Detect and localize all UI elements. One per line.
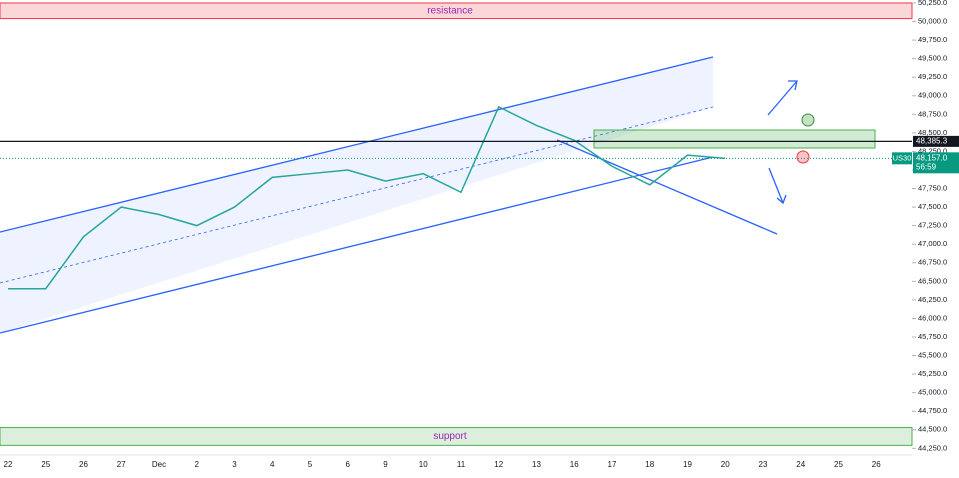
y-tick-label: 45,250.0 xyxy=(918,369,947,378)
x-tick-label: 18 xyxy=(645,460,654,469)
sell-marker xyxy=(796,150,810,164)
y-tick-label: 44,250.0 xyxy=(918,443,947,452)
x-tick-label: 22 xyxy=(4,460,13,469)
x-tick-label: 26 xyxy=(872,460,881,469)
x-tick-label: 24 xyxy=(796,460,805,469)
y-tick-label: 47,250.0 xyxy=(918,221,947,230)
y-tick-label: 46,750.0 xyxy=(918,258,947,267)
y-tick-label: 44,750.0 xyxy=(918,406,947,415)
x-tick-label: 17 xyxy=(608,460,617,469)
price-zone xyxy=(0,2,913,20)
x-tick-label: 25 xyxy=(834,460,843,469)
buy-marker xyxy=(801,113,815,127)
drawings xyxy=(0,56,876,334)
zone-box xyxy=(593,129,876,149)
y-tick-label: 49,750.0 xyxy=(918,35,947,44)
level-label: 48,385.3 xyxy=(916,136,948,145)
x-tick-label: 12 xyxy=(494,460,503,469)
y-tick-label: 45,750.0 xyxy=(918,332,947,341)
x-tick-label: 26 xyxy=(79,460,88,469)
y-tick-label: 47,750.0 xyxy=(918,184,947,193)
x-tick-label: 16 xyxy=(570,460,579,469)
trend-line xyxy=(556,139,778,235)
price-label: 48,157.0 xyxy=(916,153,948,162)
x-tick-label: 3 xyxy=(232,460,237,469)
y-tick-label: 47,500.0 xyxy=(918,202,947,211)
level-tag xyxy=(913,135,959,147)
price-zone xyxy=(0,427,913,446)
y-tick-label: 50,250.0 xyxy=(918,0,947,7)
arrow-up xyxy=(767,80,798,116)
y-tick-label: 49,500.0 xyxy=(918,54,947,63)
y-tick-label: 45,000.0 xyxy=(918,388,947,397)
price-line xyxy=(8,105,726,290)
zone-label: support xyxy=(433,431,467,442)
y-tick-label: 49,250.0 xyxy=(918,72,947,81)
channel-bottom xyxy=(0,156,714,334)
y-tick-label: 44,500.0 xyxy=(918,425,947,434)
channel-top xyxy=(0,56,714,233)
symbol-tag xyxy=(892,152,912,165)
x-tick-label: 10 xyxy=(419,460,428,469)
y-tick-label: 46,000.0 xyxy=(918,313,947,322)
x-tick-label: Dec xyxy=(152,460,166,469)
arrow-down xyxy=(768,167,784,204)
y-tick-label: 48,750.0 xyxy=(918,109,947,118)
x-tick-label: 5 xyxy=(308,460,313,469)
x-tick-label: 20 xyxy=(721,460,730,469)
x-tick-label: 13 xyxy=(532,460,541,469)
x-tick-label: 6 xyxy=(346,460,351,469)
x-tick-label: 9 xyxy=(383,460,388,469)
x-tick-label: 4 xyxy=(270,460,275,469)
y-tick-label: 49,000.0 xyxy=(918,91,947,100)
arrow-down-head xyxy=(776,194,787,205)
symbol-label: US30 xyxy=(893,153,912,162)
y-tick-label: 50,000.0 xyxy=(918,17,947,26)
x-tick-label: 25 xyxy=(41,460,50,469)
y-tick-label: 46,500.0 xyxy=(918,276,947,285)
y-tick-label: 47,000.0 xyxy=(918,239,947,248)
arrow-up-head xyxy=(788,80,798,91)
y-tick-label: 48,250.0 xyxy=(918,146,947,155)
x-tick-label: 19 xyxy=(683,460,692,469)
price-tag xyxy=(913,152,959,174)
zone-label: resistance xyxy=(427,5,473,16)
axis-panel xyxy=(912,0,959,473)
y-tick-label: 48,500.0 xyxy=(918,128,947,137)
x-tick-label: 11 xyxy=(457,460,466,469)
x-tick-label: 27 xyxy=(117,460,126,469)
y-tick-label: 46,250.0 xyxy=(918,295,947,304)
x-tick-label: 23 xyxy=(759,460,768,469)
timer-label: 56:59 xyxy=(916,162,937,171)
y-tick-label: 45,500.0 xyxy=(918,351,947,360)
x-tick-label: 2 xyxy=(195,460,200,469)
